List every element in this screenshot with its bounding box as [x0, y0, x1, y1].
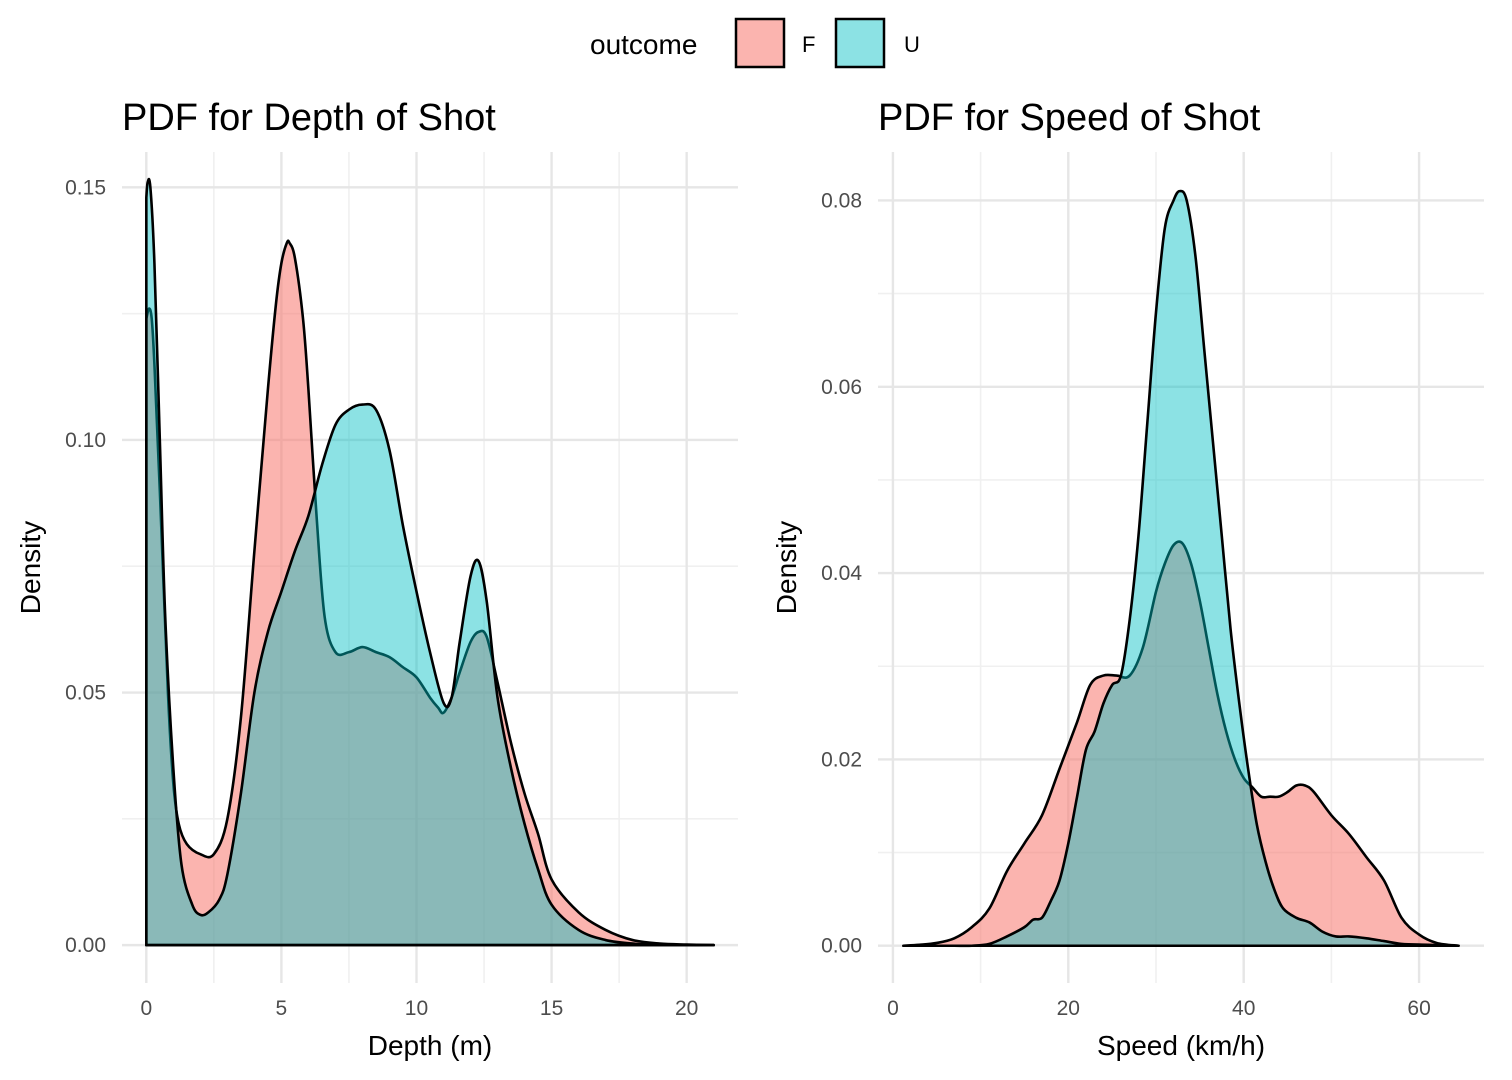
legend: outcome F U: [590, 17, 920, 69]
x-tick-label: 5: [276, 997, 288, 1020]
y-tick-label: 0.10: [65, 429, 106, 452]
x-tick-label: 40: [1232, 997, 1255, 1020]
legend-label-f: F: [802, 32, 815, 57]
y-tick-label: 0.02: [821, 748, 862, 771]
x-tick-label: 60: [1407, 997, 1430, 1020]
y-tick-label: 0.08: [821, 189, 862, 212]
x-tick-label: 0: [140, 997, 152, 1020]
y-tick-label: 0.05: [65, 682, 106, 705]
y-tick-label: 0.06: [821, 376, 862, 399]
density-area-u: [902, 189, 1460, 948]
panel-title: PDF for Speed of Shot: [878, 97, 1261, 139]
x-tick-label: 20: [1057, 997, 1080, 1020]
speed-density-panel: 0 20 40 60 0.00 0.02 0.04 0.06 0.08 PDF for Speed…: [771, 97, 1484, 1061]
y-tick-label: 0.15: [65, 176, 106, 199]
y-tick-label: 0.00: [65, 934, 106, 957]
density-area-f: [902, 540, 1460, 948]
x-tick-label: 15: [540, 997, 563, 1020]
depth-density-panel: 0 5 10 15 20 0.00 0.05 0.10 0.15 PDF for Depth of…: [15, 97, 738, 1061]
x-tick-label: 0: [887, 997, 899, 1020]
panel-title: PDF for Depth of Shot: [122, 97, 496, 139]
legend-key-u: [834, 17, 886, 69]
y-tick-label: 0.04: [821, 562, 862, 585]
y-axis-title: Density: [771, 521, 802, 614]
density-area-u: [145, 177, 715, 947]
x-axis-title: Speed (km/h): [1097, 1030, 1265, 1061]
x-axis-title: Depth (m): [368, 1030, 492, 1061]
x-tick-label: 10: [405, 997, 428, 1020]
y-tick-label: 0.00: [821, 935, 862, 958]
x-tick-label: 20: [675, 997, 698, 1020]
y-axis-title: Density: [15, 521, 46, 614]
legend-title: outcome: [590, 29, 697, 60]
legend-key-f: [734, 17, 786, 69]
legend-label-u: U: [904, 32, 920, 57]
density-area-f: [145, 239, 715, 947]
